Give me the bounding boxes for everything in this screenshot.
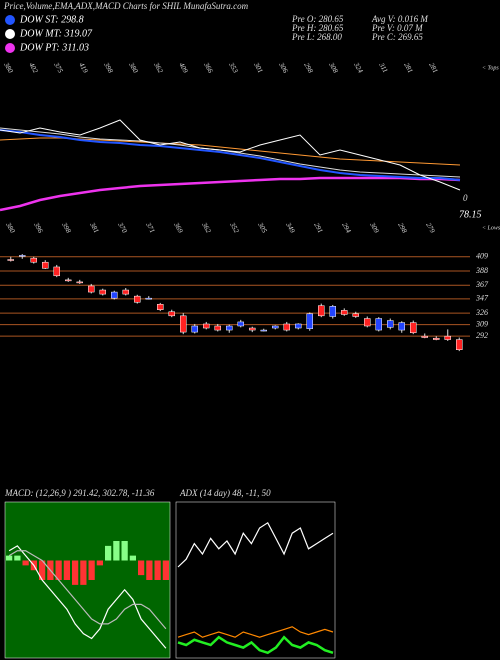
panel-label: MACD: (12,26,9 ) 291.42, 302.78, -11.36 [4, 488, 155, 498]
candle-body [398, 322, 405, 331]
candle-body [318, 305, 325, 317]
histogram-bar [14, 555, 21, 561]
candle-body [237, 321, 244, 327]
panel [175, 501, 336, 659]
histogram-bar [146, 560, 153, 580]
stat: Pre O: 280.65 [291, 14, 344, 24]
histogram-bar [6, 555, 13, 561]
candle-body [157, 304, 164, 310]
histogram-bar [63, 560, 70, 580]
candle-body [111, 291, 118, 299]
histogram-bar [121, 541, 128, 561]
candle-body [53, 266, 60, 277]
y-tick-label: 292 [476, 331, 488, 340]
candle-body [260, 329, 267, 332]
legend-dot [5, 29, 15, 39]
candle-body [444, 335, 451, 340]
histogram-bar [88, 560, 95, 580]
candle-body [180, 315, 187, 333]
candle-body [19, 255, 26, 257]
histogram-bar [72, 560, 79, 585]
candle-body [214, 325, 221, 331]
candle-body [42, 261, 49, 269]
candle-body [88, 285, 95, 293]
histogram-bar [129, 555, 136, 561]
ema-line [0, 119, 461, 191]
annotation: 0 [463, 193, 468, 203]
candle-body [145, 297, 152, 300]
candle-body [99, 289, 106, 295]
candle-body [203, 323, 210, 329]
y-tick-label: 409 [476, 252, 488, 261]
candle-body [191, 325, 198, 333]
histogram-bar [22, 560, 29, 566]
candle-body [341, 310, 348, 315]
candle-body [306, 313, 313, 329]
panel [4, 501, 171, 659]
legend-label: DOW PT: 311.03 [19, 42, 89, 53]
histogram-bar [138, 560, 145, 576]
legend-dot [5, 43, 15, 53]
adx-line [177, 635, 334, 655]
panel-label: ADX (14 day) 48, -11, 50 [179, 488, 271, 498]
candle-body [7, 259, 14, 261]
candle-body [387, 320, 394, 328]
candle-body [329, 306, 336, 317]
candle-body [122, 289, 129, 295]
chart-title: Price,Volume,EMA,ADX,MACD Charts for SHI… [3, 1, 249, 11]
annotation: 78.15 [459, 209, 482, 220]
candle-body [295, 323, 302, 329]
histogram-bar [96, 560, 103, 566]
candle-body [65, 279, 72, 282]
histogram-bar [80, 560, 87, 585]
low-caption: < Lows [482, 225, 500, 231]
candle-body [421, 335, 428, 338]
stat: Pre C: 269.65 [371, 32, 423, 42]
histogram-bar [39, 560, 46, 580]
y-tick-label: 326 [475, 308, 488, 317]
legend-label: DOW MT: 319.07 [19, 28, 93, 39]
candle-body [283, 323, 290, 331]
macd-line [8, 545, 167, 649]
histogram-bar [55, 560, 62, 580]
stat: Pre L: 268.00 [291, 32, 342, 42]
adx-line [177, 521, 334, 568]
ema-line [0, 129, 461, 181]
candle-body [76, 281, 83, 284]
stat: Pre H: 280.65 [291, 23, 344, 33]
top-caption: < Tops [482, 65, 499, 71]
candle-body [168, 311, 175, 317]
candle-body [375, 318, 382, 331]
stat: Avg V: 0.016 M [371, 14, 428, 24]
stat: Pre V: 0.07 M [371, 23, 423, 33]
ema-line [0, 176, 461, 212]
candle-body [352, 313, 359, 317]
histogram-bar [113, 541, 120, 561]
candle-body [364, 318, 371, 327]
y-tick-label: 367 [475, 280, 489, 289]
candle-body [272, 325, 279, 329]
adx-line [177, 626, 334, 638]
candle-body [410, 322, 417, 334]
candle-body [249, 327, 256, 331]
histogram-bar [105, 545, 112, 561]
candle-body [456, 339, 463, 351]
legend-dot [5, 15, 15, 25]
y-tick-label: 309 [475, 319, 488, 328]
candle-body [134, 295, 141, 303]
y-tick-label: 347 [475, 294, 489, 303]
candle-body [226, 325, 233, 331]
legend-label: DOW ST: 298.8 [19, 14, 84, 25]
histogram-bar [154, 560, 161, 580]
histogram-bar [162, 560, 169, 580]
y-tick-label: 388 [475, 266, 488, 275]
candle-body [433, 337, 440, 340]
macd-line [8, 550, 167, 630]
candle-body [30, 257, 37, 263]
